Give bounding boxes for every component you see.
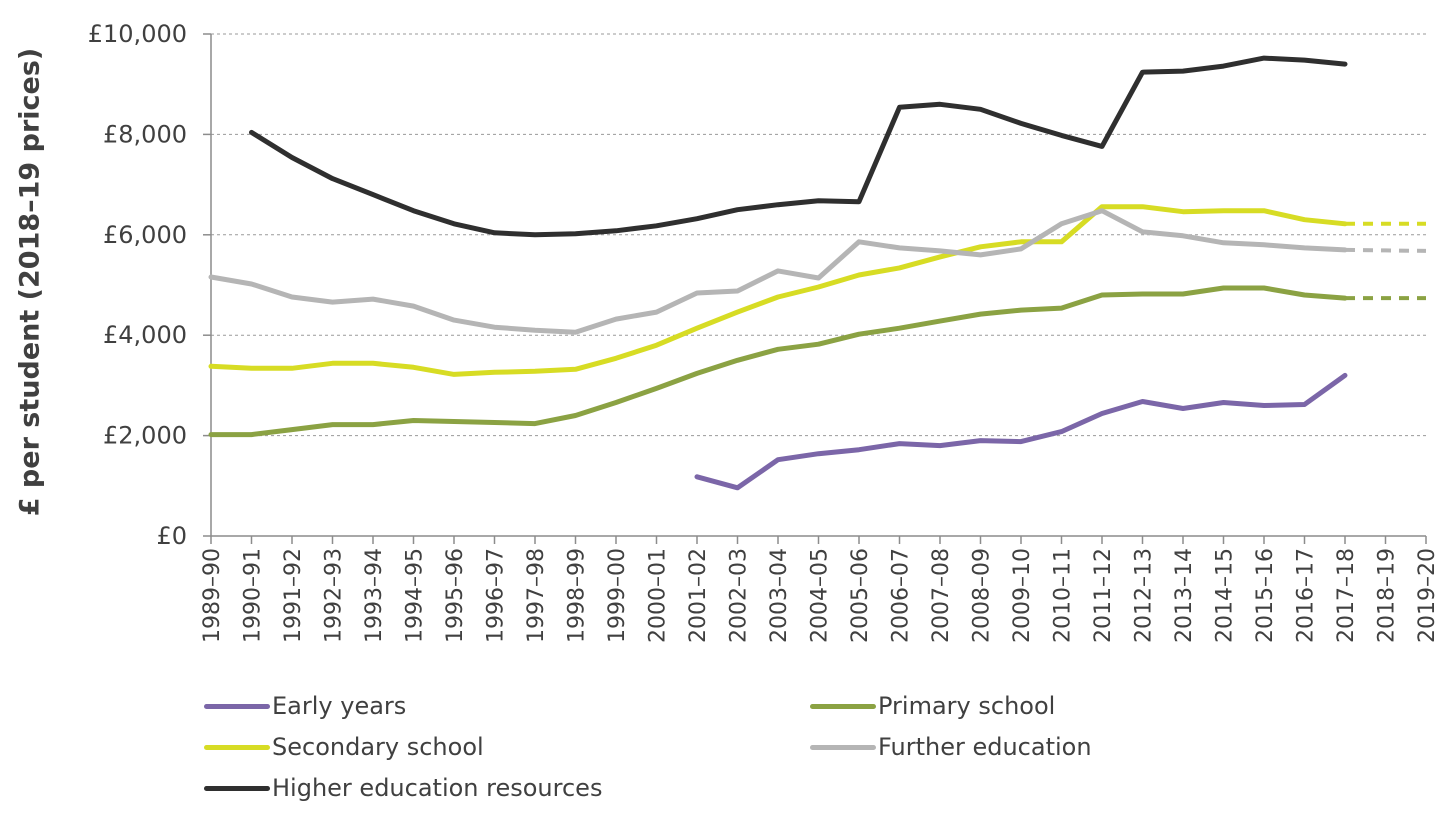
x-tick-label: 2019–20 — [1415, 548, 1440, 643]
x-tick-label: 1999–00 — [605, 548, 630, 643]
y-tick-label: £10,000 — [88, 20, 187, 48]
x-tick-label: 2015–16 — [1253, 548, 1278, 643]
legend-swatch-primary-school — [810, 703, 876, 709]
y-tick-labels: £0 £2,000 £4,000 £6,000 £8,000 £10,000 — [88, 20, 187, 550]
projection-line-further-education — [1344, 247, 1427, 253]
axes — [203, 33, 1427, 544]
x-tick-label: 1994–95 — [403, 548, 428, 643]
x-tick-label: 1995–96 — [443, 548, 468, 643]
x-tick-label: 1990–91 — [241, 548, 266, 643]
legend-label: Secondary school — [272, 733, 484, 761]
series-line-higher-education-resources — [249, 55, 1348, 238]
x-tick-label: 2017–18 — [1334, 548, 1359, 643]
legend-item-further-education: Further education — [810, 729, 1092, 765]
x-tick-label: 2003–04 — [767, 548, 792, 643]
legend-swatch-secondary-school — [204, 744, 270, 750]
legend-swatch-early-years — [204, 703, 270, 709]
y-tick-label: £8,000 — [103, 120, 187, 148]
x-tick-labels: 1989–90 1990–91 1991–92 1992–93 1993–94 1994–… — [200, 548, 1440, 643]
x-tick-label: 2006–07 — [889, 548, 914, 643]
legend-item-primary-school: Primary school — [810, 688, 1055, 724]
legend-label: Early years — [272, 692, 407, 720]
x-tick-label: 2014–15 — [1213, 548, 1238, 643]
x-tick-label: 2000–01 — [646, 548, 671, 643]
x-tick-label: 1996–97 — [484, 548, 509, 643]
x-tick-label: 1992–93 — [322, 548, 347, 643]
x-tick-label: 2007–08 — [929, 548, 954, 643]
series-line-further-education — [208, 208, 1348, 335]
x-tick-label: 2016–17 — [1294, 548, 1319, 643]
legend-item-early-years: Early years — [204, 688, 406, 724]
x-tick-label: 2008–09 — [970, 548, 995, 643]
y-tick-label: £2,000 — [103, 422, 187, 450]
x-tick-label: 1998–99 — [565, 548, 590, 643]
x-tick-label: 2010–11 — [1051, 548, 1076, 643]
series-line-primary-school — [208, 285, 1348, 438]
x-tick-label: 1993–94 — [362, 548, 387, 643]
x-tick-label: 1989–90 — [200, 548, 225, 643]
x-tick-label: 1997–98 — [524, 548, 549, 643]
legend-label: Further education — [878, 733, 1092, 761]
y-axis-title: £ per student (2018–19 prices) — [14, 47, 46, 517]
x-tick-label: 2011–12 — [1091, 548, 1116, 643]
legend-swatch-further-education — [810, 744, 876, 750]
legend-label: Higher education resources — [272, 774, 603, 802]
legend-swatch-higher-education — [204, 785, 270, 791]
series-lines — [208, 55, 1427, 491]
legend-label: Primary school — [878, 692, 1056, 720]
x-tick-label: 2002–03 — [727, 548, 752, 643]
gridlines — [211, 33, 1426, 437]
x-tick-label: 2013–14 — [1172, 548, 1197, 643]
x-tick-label: 1991–92 — [281, 548, 306, 643]
x-tick-label: 2012–13 — [1132, 548, 1157, 643]
legend: Early years Primary school Secondary sch… — [204, 688, 1404, 808]
legend-item-secondary-school: Secondary school — [204, 729, 484, 765]
series-line-early-years — [694, 372, 1348, 491]
x-tick-label: 2009–10 — [1010, 548, 1035, 643]
x-tick-label: 2001–02 — [686, 548, 711, 643]
x-tick-label: 2004–05 — [808, 548, 833, 643]
y-tick-label: £6,000 — [103, 221, 187, 249]
x-tick-label: 2005–06 — [848, 548, 873, 643]
x-tick-label: 2018–19 — [1375, 548, 1400, 643]
series-line-secondary-school — [208, 204, 1348, 377]
y-tick-label: £4,000 — [103, 321, 187, 349]
legend-item-higher-education: Higher education resources — [204, 770, 602, 806]
y-tick-label: £0 — [156, 522, 187, 550]
